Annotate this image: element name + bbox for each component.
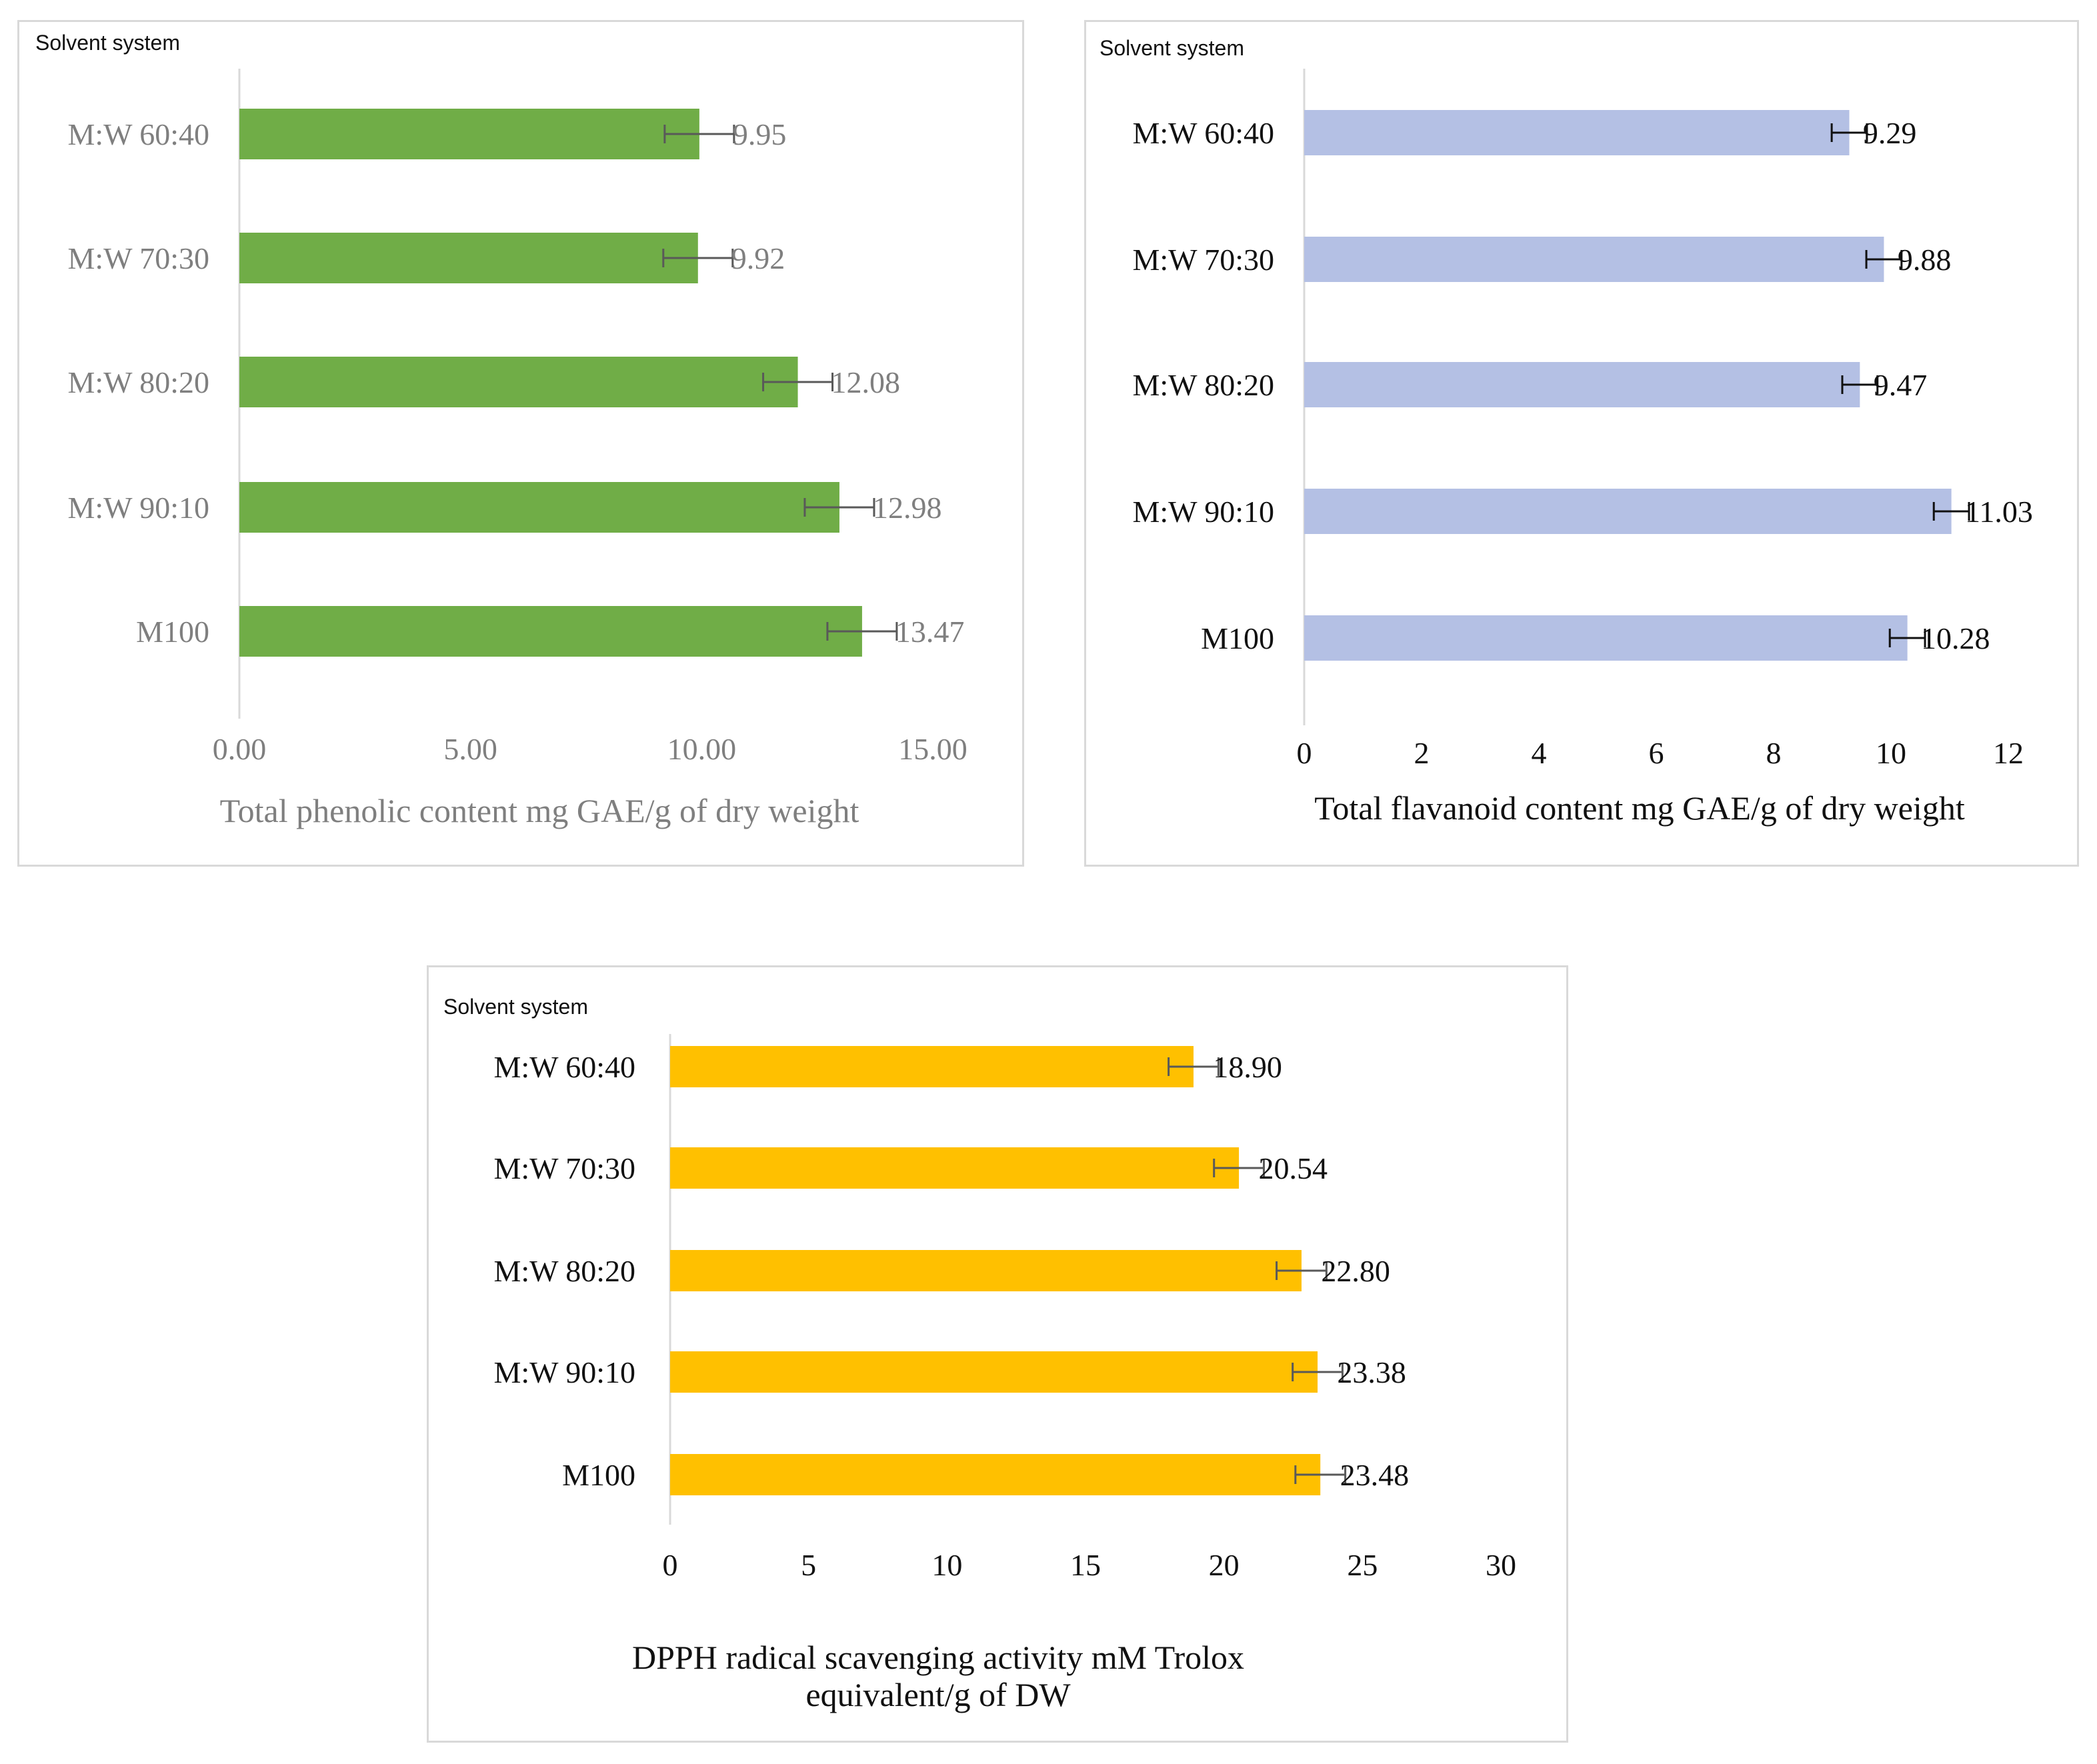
flavanoid-chart: Solvent system M:W 60:40 9.29 M:W 70:30 9.88… — [1084, 20, 2079, 867]
category-label: M100 — [1201, 621, 1274, 655]
category-label: M100 — [136, 615, 209, 649]
bar — [670, 1046, 1194, 1087]
bar — [1304, 237, 1884, 282]
data-label: 20.54 — [1258, 1151, 1328, 1185]
data-label: 23.38 — [1337, 1355, 1406, 1389]
data-label: 22.80 — [1321, 1254, 1390, 1288]
x-tick-label: 0 — [663, 1548, 678, 1582]
x-tick-label: 10.00 — [667, 732, 737, 766]
category-label: M:W 90:10 — [67, 491, 209, 525]
x-tick-label: 10 — [1876, 736, 1906, 770]
chart-svg: Solvent system M:W 60:40 9.95 M:W 70:30 9.92… — [35, 31, 967, 829]
x-tick-label: 10 — [931, 1548, 962, 1582]
x-tick-label: 30 — [1486, 1548, 1516, 1582]
bar — [670, 1454, 1321, 1495]
x-tick-label: 0 — [1297, 736, 1312, 770]
bar — [239, 606, 862, 657]
category-label: M:W 70:30 — [493, 1151, 635, 1185]
series-title: Solvent system — [443, 995, 588, 1019]
data-label: 12.08 — [831, 365, 901, 399]
phenolic-chart: Solvent system M:W 60:40 9.95 M:W 70:30 9.92… — [17, 20, 1024, 867]
x-axis-title: DPPH radical scavenging activity mM Trol… — [632, 1639, 1244, 1676]
x-tick-label: 15 — [1070, 1548, 1101, 1582]
category-label: M:W 60:40 — [493, 1050, 635, 1084]
category-label: M:W 90:10 — [493, 1355, 635, 1389]
data-label: 9.92 — [731, 241, 785, 275]
data-label: 23.48 — [1340, 1458, 1409, 1492]
chart-svg: Solvent system M:W 60:40 9.29 M:W 70:30 9.88… — [1100, 36, 2033, 827]
bar — [239, 233, 698, 283]
x-tick-label: 15.00 — [898, 732, 967, 766]
bar — [239, 357, 798, 407]
x-tick-label: 8 — [1766, 736, 1782, 770]
series-title: Solvent system — [35, 31, 180, 55]
data-label: 9.88 — [1898, 243, 1952, 277]
category-label: M:W 60:40 — [1132, 116, 1274, 150]
category-label: M100 — [562, 1458, 635, 1492]
category-label: M:W 90:10 — [1132, 495, 1274, 529]
data-label: 13.47 — [895, 615, 965, 649]
bar — [670, 1250, 1302, 1291]
bar — [1304, 615, 1908, 661]
x-tick-label: 25 — [1347, 1548, 1378, 1582]
bar — [670, 1351, 1318, 1393]
data-label: 18.90 — [1213, 1050, 1282, 1084]
x-tick-label: 6 — [1649, 736, 1664, 770]
x-axis-title: Total phenolic content mg GAE/g of dry w… — [220, 792, 859, 829]
x-tick-label: 5.00 — [443, 732, 497, 766]
dpph-chart: Solvent system M:W 60:40 18.90 M:W 70:30 20.… — [427, 965, 1568, 1743]
category-label: M:W 80:20 — [493, 1254, 635, 1288]
bar — [670, 1147, 1240, 1189]
bar — [1304, 362, 1860, 407]
category-label: M:W 80:20 — [1132, 368, 1274, 402]
bar — [239, 109, 699, 159]
data-label: 9.47 — [1874, 368, 1928, 402]
x-tick-label: 12 — [1993, 736, 2024, 770]
x-tick-label: 0.00 — [213, 732, 267, 766]
bar — [1304, 489, 1952, 534]
x-tick-label: 5 — [801, 1548, 816, 1582]
category-label: M:W 70:30 — [1132, 243, 1274, 277]
data-label: 10.28 — [1921, 621, 1990, 655]
x-tick-label: 4 — [1532, 736, 1547, 770]
category-label: M:W 80:20 — [67, 365, 209, 399]
data-label: 12.98 — [873, 491, 942, 525]
chart-svg: Solvent system M:W 60:40 18.90 M:W 70:30 20.… — [443, 995, 1516, 1713]
category-label: M:W 60:40 — [67, 117, 209, 151]
bar — [1304, 110, 1850, 155]
data-label: 9.95 — [733, 117, 787, 151]
category-label: M:W 70:30 — [67, 241, 209, 275]
x-tick-label: 20 — [1209, 1548, 1240, 1582]
x-tick-label: 2 — [1414, 736, 1430, 770]
series-title: Solvent system — [1100, 36, 1244, 60]
x-axis-title: Total flavanoid content mg GAE/g of dry … — [1314, 789, 1965, 827]
data-label: 11.03 — [1965, 495, 2033, 529]
data-label: 9.29 — [1863, 116, 1917, 150]
bar — [239, 482, 839, 533]
x-axis-title: equivalent/g of DW — [805, 1676, 1071, 1713]
